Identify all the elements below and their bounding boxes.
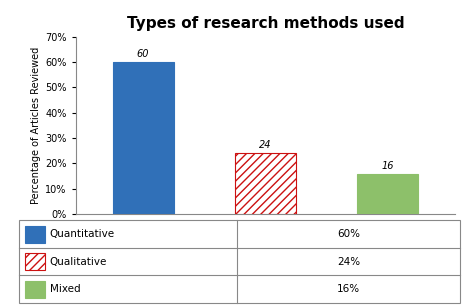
Text: 60: 60 [137,49,149,59]
Text: 16: 16 [382,161,394,170]
Bar [112,62,173,214]
Text: Mixed: Mixed [50,284,81,294]
Text: 24: 24 [259,140,272,150]
Text: Qualitative: Qualitative [50,257,107,267]
Bar [235,153,296,214]
Y-axis label: Percentage of Articles Reviewed: Percentage of Articles Reviewed [31,47,41,204]
Text: 16%: 16% [337,284,360,294]
Text: 1: 1 [263,223,268,233]
Text: 60%: 60% [337,229,360,239]
Text: 24%: 24% [337,257,360,267]
Text: Quantitative: Quantitative [50,229,115,239]
Bar [357,174,419,214]
Title: Types of research methods used: Types of research methods used [127,17,404,32]
